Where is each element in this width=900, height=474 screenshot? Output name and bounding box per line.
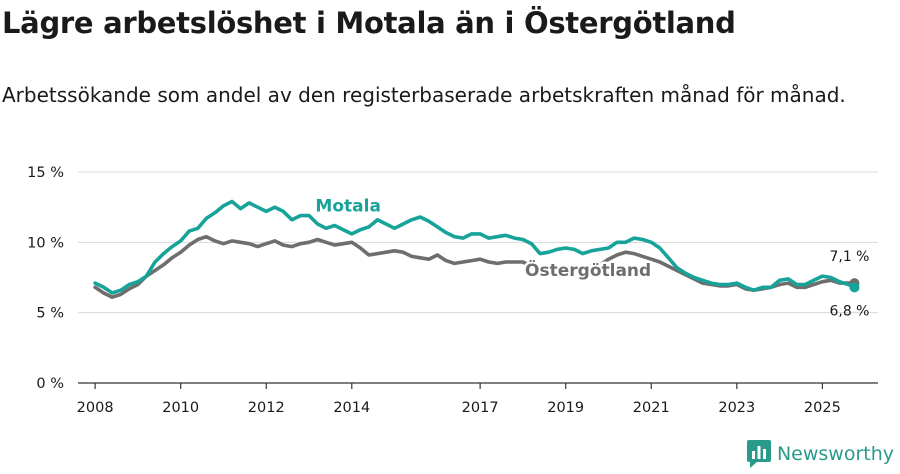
x-tick-label: 2017 bbox=[462, 400, 499, 416]
series-layer bbox=[93, 199, 860, 299]
end-label-ostergotland: 7,1 % bbox=[829, 249, 869, 265]
x-tick-label: 2012 bbox=[248, 400, 285, 416]
x-tick-label: 2019 bbox=[547, 400, 584, 416]
end-point-motala bbox=[849, 282, 860, 293]
grid bbox=[78, 171, 878, 314]
x-tick-label: 2010 bbox=[162, 400, 199, 416]
x-tick-label: 2023 bbox=[718, 400, 755, 416]
y-tick-label: 0 % bbox=[36, 376, 64, 392]
y-tick-label: 5 % bbox=[36, 306, 64, 322]
x-axis: 2008 2010 2012 2014 2017 2019 2021 2023 2025 bbox=[77, 382, 878, 416]
series-label-ostergotland: Östergötland bbox=[525, 259, 651, 281]
bar-chart-bubble-icon bbox=[746, 440, 771, 468]
page-subtitle: Arbetssökande som andel av den registerb… bbox=[2, 83, 846, 107]
end-label-motala: 6,8 % bbox=[829, 303, 869, 319]
page-title: Lägre arbetslöshet i Motala än i Östergö… bbox=[2, 6, 736, 40]
series-line--sterg-tland bbox=[93, 234, 857, 299]
series-labels: Motala Östergötland 7,1 % 6,8 % bbox=[313, 194, 870, 319]
x-tick-label: 2014 bbox=[333, 400, 370, 416]
series-label-motala: Motala bbox=[315, 196, 381, 216]
y-axis: 0 % 5 % 10 % 15 % bbox=[27, 165, 64, 392]
y-tick-label: 15 % bbox=[27, 165, 64, 181]
x-tick-label: 2025 bbox=[804, 400, 841, 416]
series-line-motala bbox=[93, 199, 857, 295]
y-tick-label: 10 % bbox=[27, 235, 64, 251]
x-tick-label: 2008 bbox=[77, 400, 114, 416]
x-tick-label: 2021 bbox=[633, 400, 670, 416]
newsworthy-logo: Newsworthy bbox=[746, 440, 894, 468]
brand-name: Newsworthy bbox=[776, 443, 894, 465]
